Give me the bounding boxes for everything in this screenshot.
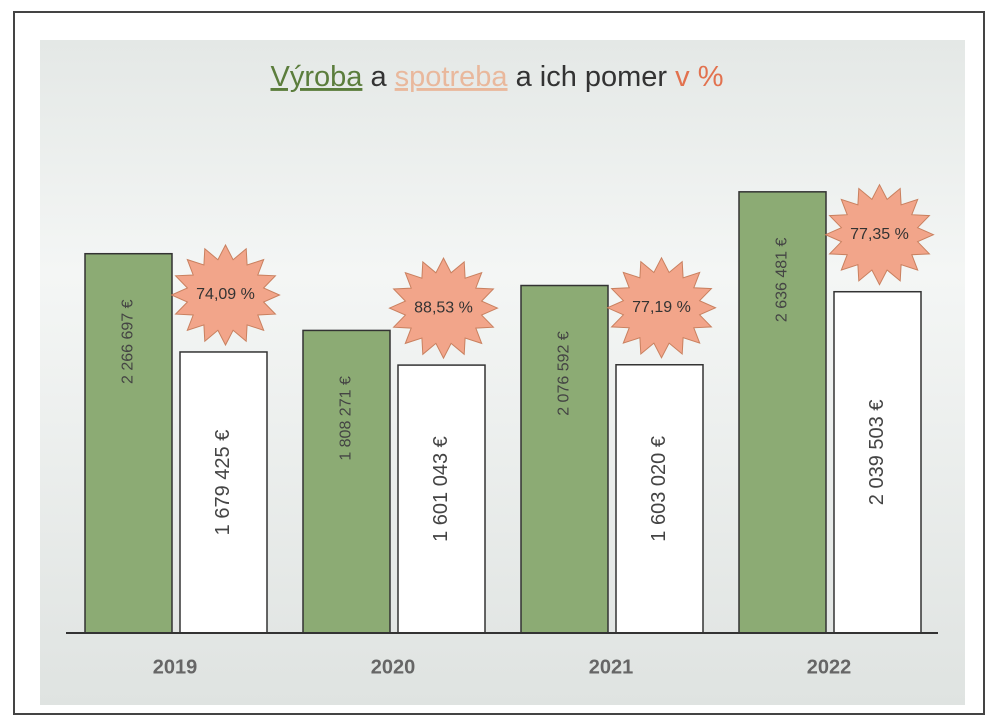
title-part: spotreba [395,61,509,93]
x-tick-label: 2022 [807,656,852,678]
bar [615,364,704,634]
title-part: v % [675,61,723,93]
title-part: a ich pomer [516,61,668,93]
x-tick-label: 2019 [153,656,198,678]
ratio-label: 88,53 % [414,299,473,316]
value-label: 1 601 043 € [430,436,452,542]
bar [520,284,609,634]
value-label: 2 039 503 € [866,400,888,506]
bar [179,351,268,634]
bar [302,329,391,634]
value-label: 2 636 481 € [774,237,791,322]
value-label: 2 266 697 € [120,299,137,384]
ratio-star [824,183,935,286]
bar [833,290,922,634]
ratio-label: 77,35 % [850,226,909,243]
bar [738,191,827,634]
ratio-label: 74,09 % [196,286,255,303]
ratio-star [170,243,281,347]
ratio-star [388,257,499,360]
x-tick-label: 2020 [371,656,416,678]
x-tick-label: 2021 [589,656,634,678]
ratio-star [606,256,717,359]
value-label: 1 603 020 € [648,436,670,542]
value-label: 2 076 592 € [556,331,573,416]
bar [84,252,173,634]
value-label: 1 679 425 € [212,430,234,536]
title-part: Výroba [271,61,364,93]
title-part: a [370,61,387,93]
value-label: 1 808 271 € [338,376,355,461]
chart-title: Výroba a spotreba a ich pomer v % [271,61,724,93]
ratio-label: 77,19 % [632,299,691,316]
